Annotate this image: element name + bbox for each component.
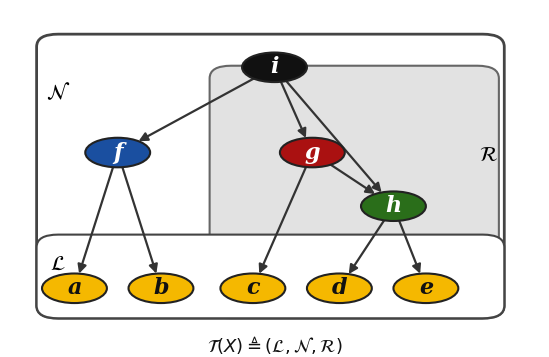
Text: c: c — [246, 277, 260, 299]
Ellipse shape — [307, 273, 372, 303]
Text: $\mathcal{L}$: $\mathcal{L}$ — [51, 255, 66, 274]
Text: i: i — [270, 56, 279, 78]
Ellipse shape — [221, 273, 285, 303]
Text: $\mathcal{T}(X) \triangleq (\mathcal{L}, \mathcal{N}, \mathcal{R})$: $\mathcal{T}(X) \triangleq (\mathcal{L},… — [206, 334, 343, 356]
Ellipse shape — [85, 138, 150, 167]
Text: d: d — [332, 277, 347, 299]
FancyBboxPatch shape — [37, 235, 505, 318]
Text: f: f — [113, 141, 122, 164]
Ellipse shape — [361, 191, 426, 221]
Ellipse shape — [394, 273, 458, 303]
Text: h: h — [385, 195, 401, 217]
Text: e: e — [419, 277, 433, 299]
Text: b: b — [153, 277, 169, 299]
Ellipse shape — [242, 52, 307, 82]
Ellipse shape — [280, 138, 345, 167]
Ellipse shape — [42, 273, 107, 303]
FancyBboxPatch shape — [210, 66, 499, 318]
Text: g: g — [305, 141, 320, 164]
FancyBboxPatch shape — [37, 34, 505, 318]
Text: a: a — [68, 277, 82, 299]
Text: $\mathcal{N}$: $\mathcal{N}$ — [46, 82, 70, 104]
Ellipse shape — [128, 273, 193, 303]
Text: $\mathcal{R}$: $\mathcal{R}$ — [479, 146, 497, 165]
